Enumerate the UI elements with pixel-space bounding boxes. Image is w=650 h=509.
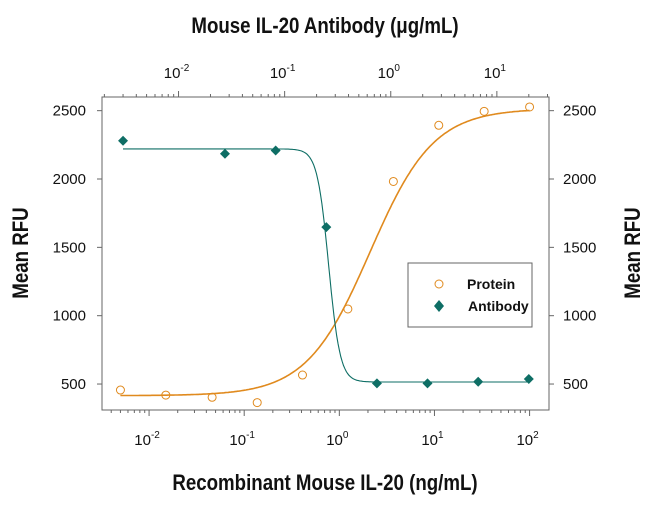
top-x-tick-label: 10-2 [164,63,190,82]
antibody-fit-curve [123,148,529,383]
left-y-tick-label: 1500 [53,239,86,256]
bottom-x-tick-label: 10-1 [229,430,255,449]
legend-protein-label: Protein [467,276,515,292]
right-y-tick-label: 1500 [563,239,596,256]
bottom-axis-title: Recombinant Mouse IL-20 (ng/mL) [172,472,477,496]
protein-data-point [388,176,398,186]
left-y-tick-label: 2000 [53,171,86,188]
antibody-data-point [321,222,332,233]
bottom-x-tick-label: 102 [516,430,539,449]
antibody-data-point [270,145,281,156]
top-x-tick-label: 101 [484,63,507,82]
top-axis-title: Mouse IL-20 Antibody (μg/mL) [191,15,458,39]
protein-data-point [434,120,444,130]
antibody-data-point [422,378,433,389]
bottom-x-tick-label: 10-2 [134,430,160,449]
protein-fit-curve [120,109,530,397]
left-y-tick-label: 1000 [53,308,86,325]
right-y-tick-label: 2000 [563,171,596,188]
left-y-tick-label: 500 [61,376,86,393]
legend-antibody-label: Antibody [468,298,529,314]
protein-data-point [252,398,262,408]
plot-frame [101,96,550,411]
right-axis-title: Mean RFU [622,207,646,298]
antibody-data-point [371,378,382,389]
top-x-tick-label: 10-1 [270,63,296,82]
protein-data-point [207,392,217,402]
protein-data-point [115,385,125,395]
legend-antibody-marker [434,300,444,312]
legend-protein-marker [434,279,444,289]
antibody-data-point [473,376,484,387]
bottom-x-tick-label: 100 [326,430,349,449]
left-axis-title: Mean RFU [10,207,34,298]
antibody-data-point [219,148,230,159]
legend: Protein Antibody [407,262,533,328]
top-x-tick-label: 100 [378,63,401,82]
protein-data-point [161,390,171,400]
protein-data-point [343,304,353,314]
protein-data-point [297,370,307,380]
left-y-tick-label: 2500 [53,103,86,120]
right-y-tick-label: 500 [563,376,588,393]
protein-data-point [479,106,489,116]
protein-data-point [525,102,535,112]
right-y-tick-label: 1000 [563,308,596,325]
antibody-data-point [523,373,534,384]
legend-box [407,262,533,328]
bottom-x-tick-label: 101 [421,430,444,449]
right-y-tick-label: 2500 [563,103,596,120]
antibody-data-point [118,135,129,146]
